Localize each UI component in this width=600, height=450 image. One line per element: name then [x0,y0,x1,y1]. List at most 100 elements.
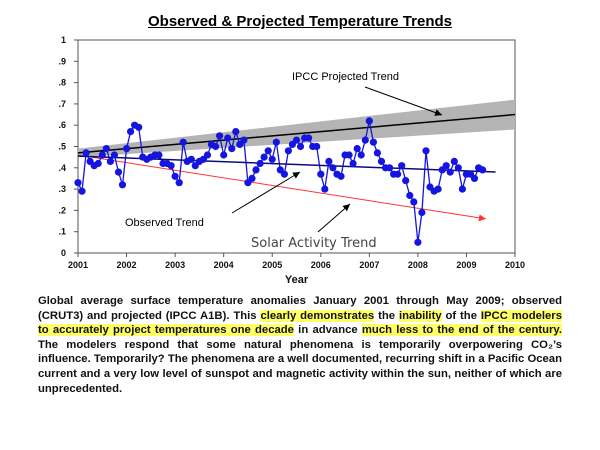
observed-data-point [94,159,102,168]
x-tick-label: 2007 [359,260,379,270]
annotation-solar-arrow [317,203,351,233]
observed-data-point [118,181,127,189]
temperature-trend-chart: 0 .1 .2 .3 .4 .5 .6 .7 .8 .9 1 2001 2002 2003 2004 2005… [58,35,525,286]
observed-data-point [280,170,288,178]
observed-data-point [212,142,220,151]
observed-data-point [135,123,143,131]
observed-data-point [345,151,353,159]
annotation-ipcc-projected: IPCC Projected Trend [292,71,399,83]
observed-data-point [313,142,321,151]
annotation-solar-trend: Solar Activity Trend [251,236,377,251]
page-title: Observed & Projected Temperature Trends [148,13,452,30]
observed-data-point [220,151,228,159]
y-tick-label: .5 [58,142,66,152]
observed-data-point [373,149,381,157]
observed-data-point [292,136,301,144]
observed-data-point [479,166,487,174]
x-tick-label: 2009 [456,260,476,270]
annotation-observed-arrow [231,171,301,214]
observed-data-point [232,128,240,136]
observed-data-point [357,151,365,159]
observed-data-point [386,164,394,172]
observed-data-point [394,170,402,178]
solar-trend-arrow [77,154,486,222]
annotation-ipcc-arrow [364,86,443,116]
y-tick-label: 0 [61,248,66,258]
observed-data-point [329,164,337,172]
observed-data-point [98,151,106,159]
observed-data-point [442,162,450,170]
observed-data-point [450,157,458,165]
observed-data-point [284,147,292,155]
x-axis-label: Year [285,274,309,286]
observed-data-point [203,151,212,159]
observed-data-point [175,179,183,187]
observed-data-point [127,128,135,136]
observed-data-point [102,145,110,153]
projected-trend-line [77,113,516,154]
observed-data-point [458,185,466,193]
observed-data-point [187,155,195,163]
caption-text: in advance [293,324,362,337]
caption-paragraph: Global average surface temperature anoma… [38,294,562,396]
observed-data-point [470,174,479,182]
observed-data-point [260,153,268,161]
x-tick-label: 2002 [117,260,137,270]
y-tick-label: .2 [58,205,66,215]
observed-data-point [114,168,123,176]
observed-data-point [78,187,86,195]
observed-data-point [82,149,90,157]
observed-data-point [369,138,377,146]
observed-data-point [224,134,232,142]
observed-data-point [422,147,430,155]
observed-data-point [361,136,369,144]
observed-data-point [240,136,248,144]
observed-data-point [365,117,373,125]
observed-data-point [410,198,418,206]
observed-data-point [317,170,325,178]
observed-data-point [171,172,179,180]
observed-data-point [216,132,224,140]
caption-text: Global average surface temperature anoma… [38,295,562,322]
x-tick-label: 2003 [165,260,185,270]
annotation-observed-trend: Observed Trend [125,217,204,229]
observed-data-point [337,172,345,180]
y-tick-label: .1 [58,227,66,237]
y-tick-label: 1 [61,35,66,45]
observed-data-point [296,142,305,151]
y-tick-label: .3 [58,184,66,194]
observed-data-point [167,162,175,170]
caption-text: of the [441,309,481,322]
caption-text: The modelers respond that some natural p… [38,338,562,395]
observed-data-point [305,134,313,142]
observed-data-point [272,138,280,146]
observed-data-point [155,151,163,159]
observed-data-point [256,159,264,168]
x-tick-label: 2006 [311,260,331,270]
x-tick-label: 2008 [408,260,428,270]
observed-data-point [110,151,118,159]
observed-data-point [321,185,329,193]
caption-highlight: inability [398,309,442,322]
observed-data-point [353,145,361,153]
observed-data-point [402,177,410,185]
y-tick-label: .4 [58,163,66,173]
caption-highlight: much less to the end of the century. [361,324,562,337]
observed-data-point [268,155,276,163]
caption-highlight: clearly demonstrates [260,309,375,322]
x-tick-label: 2001 [68,260,88,270]
observed-data-point [414,238,422,246]
observed-data-point [406,191,414,200]
observed-data-point [454,164,462,172]
observed-data-point [248,174,256,182]
observed-data-point [228,145,236,153]
observed-data-point [398,162,406,170]
caption-text: the [374,309,399,322]
observed-data-point [106,157,114,165]
observed-data-point [325,157,333,165]
y-tick-label: .9 [58,56,66,66]
x-tick-label: 2004 [214,260,234,270]
x-tick-label: 2005 [262,260,282,270]
x-tick-label: 2010 [505,260,525,270]
observed-data-point [252,166,260,174]
